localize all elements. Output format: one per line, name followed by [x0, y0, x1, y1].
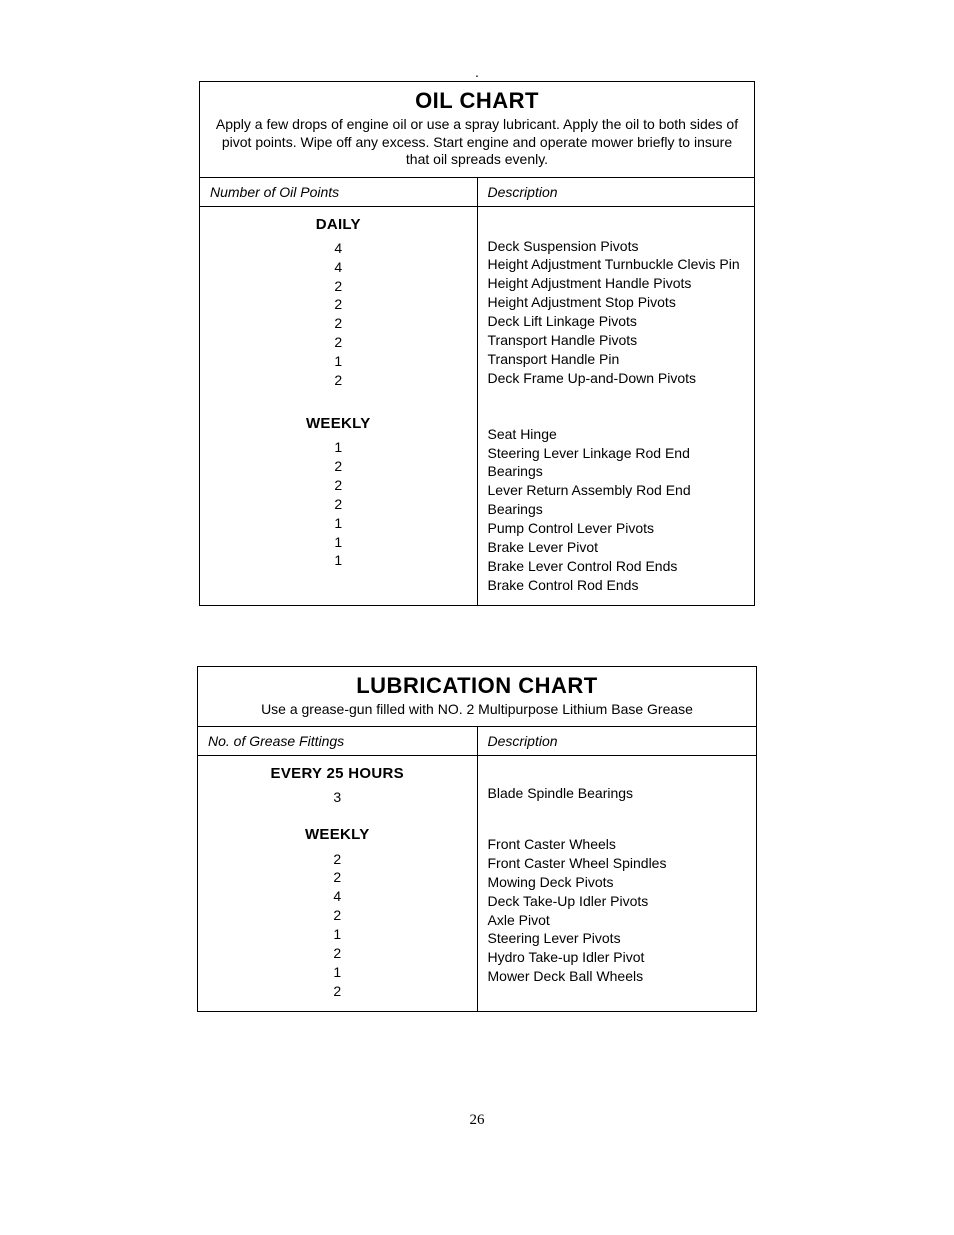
- lube-desc-cell: Blade Spindle Bearings Front Caster Whee…: [477, 756, 757, 1012]
- lube-desc: Axle Pivot: [488, 911, 747, 930]
- oil-num: 4: [210, 239, 467, 258]
- oil-num: 1: [210, 514, 467, 533]
- oil-chart-header: OIL CHART Apply a few drops of engine oi…: [200, 82, 755, 178]
- oil-desc: Lever Return Assembly Rod End Bearings: [488, 481, 745, 519]
- lube-num: 4: [208, 887, 467, 906]
- lube-num: 1: [208, 963, 467, 982]
- lube-desc: Mower Deck Ball Wheels: [488, 967, 747, 986]
- lube-chart-table: LUBRICATION CHART Use a grease-gun fille…: [197, 666, 757, 1012]
- oil-desc: Brake Lever Pivot: [488, 538, 745, 557]
- oil-chart-title: OIL CHART: [210, 88, 744, 114]
- oil-num: 1: [210, 551, 467, 570]
- oil-desc: Deck Lift Linkage Pivots: [488, 312, 745, 331]
- oil-num: 2: [210, 295, 467, 314]
- lube-25h-desc: Blade Spindle Bearings: [488, 784, 747, 803]
- lube-num: 2: [208, 868, 467, 887]
- lube-weekly-numbers: 2 2 4 2 1 2 1 2: [208, 850, 467, 1001]
- oil-desc-cell: Deck Suspension Pivots Height Adjustment…: [477, 206, 755, 605]
- oil-desc: Brake Lever Control Rod Ends: [488, 557, 745, 576]
- lube-chart-header: LUBRICATION CHART Use a grease-gun fille…: [198, 666, 757, 727]
- oil-chart-subtitle: Apply a few drops of engine oil or use a…: [210, 116, 744, 169]
- lube-desc: Mowing Deck Pivots: [488, 873, 747, 892]
- lube-num: 2: [208, 906, 467, 925]
- lube-num: 1: [208, 925, 467, 944]
- oil-num: 1: [210, 438, 467, 457]
- oil-daily-desc: Deck Suspension Pivots Height Adjustment…: [488, 237, 745, 388]
- oil-num: 2: [210, 457, 467, 476]
- oil-desc: Transport Handle Pin: [488, 350, 745, 369]
- lube-num: 2: [208, 944, 467, 963]
- oil-chart-table: OIL CHART Apply a few drops of engine oi…: [199, 81, 755, 606]
- oil-num: 4: [210, 258, 467, 277]
- oil-section-weekly-label: WEEKLY: [210, 414, 467, 434]
- oil-num: 2: [210, 371, 467, 390]
- oil-num: 2: [210, 333, 467, 352]
- dot-separator: .: [0, 65, 954, 79]
- oil-num: 2: [210, 476, 467, 495]
- oil-col-right-header: Description: [477, 177, 755, 206]
- oil-desc: Brake Control Rod Ends: [488, 576, 745, 595]
- oil-desc: Deck Frame Up-and-Down Pivots: [488, 369, 745, 388]
- oil-desc: Pump Control Lever Pivots: [488, 519, 745, 538]
- oil-num: 1: [210, 352, 467, 371]
- oil-section-daily-label: DAILY: [210, 215, 467, 235]
- lube-chart-subtitle: Use a grease-gun filled with NO. 2 Multi…: [208, 701, 746, 719]
- oil-numbers-cell: DAILY 4 4 2 2 2 2 1 2 WEEKLY 1 2 2 2: [200, 206, 478, 605]
- page-number: 26: [0, 1112, 954, 1129]
- lube-desc: Steering Lever Pivots: [488, 929, 747, 948]
- lube-col-right-header: Description: [477, 727, 757, 756]
- oil-num: 1: [210, 533, 467, 552]
- lube-num: 2: [208, 850, 467, 869]
- lube-desc: Front Caster Wheels: [488, 835, 747, 854]
- lube-desc: Front Caster Wheel Spindles: [488, 854, 747, 873]
- oil-weekly-numbers: 1 2 2 2 1 1 1: [210, 438, 467, 570]
- oil-desc: Deck Suspension Pivots: [488, 237, 745, 256]
- lube-desc: Deck Take-Up Idler Pivots: [488, 892, 747, 911]
- oil-num: 2: [210, 277, 467, 296]
- lube-section-weekly-label: WEEKLY: [208, 825, 467, 845]
- lube-numbers-cell: EVERY 25 HOURS 3 WEEKLY 2 2 4 2 1 2 1 2: [198, 756, 478, 1012]
- lube-section-25h-label: EVERY 25 HOURS: [208, 764, 467, 784]
- oil-desc: Height Adjustment Turnbuckle Clevis Pin: [488, 255, 745, 274]
- oil-num: 2: [210, 314, 467, 333]
- oil-daily-numbers: 4 4 2 2 2 2 1 2: [210, 239, 467, 390]
- lube-col-left-header: No. of Grease Fittings: [198, 727, 478, 756]
- lube-weekly-desc: Front Caster Wheels Front Caster Wheel S…: [488, 835, 747, 986]
- lube-desc: Blade Spindle Bearings: [488, 784, 747, 803]
- oil-desc: Steering Lever Linkage Rod End Bearings: [488, 444, 745, 482]
- lube-num: 3: [208, 788, 467, 807]
- oil-desc: Seat Hinge: [488, 425, 745, 444]
- oil-weekly-desc: Seat Hinge Steering Lever Linkage Rod En…: [488, 425, 745, 595]
- oil-num: 2: [210, 495, 467, 514]
- oil-desc: Transport Handle Pivots: [488, 331, 745, 350]
- lube-chart-title: LUBRICATION CHART: [208, 673, 746, 699]
- oil-col-left-header: Number of Oil Points: [200, 177, 478, 206]
- lube-25h-numbers: 3: [208, 788, 467, 807]
- oil-desc: Height Adjustment Stop Pivots: [488, 293, 745, 312]
- lube-desc: Hydro Take-up Idler Pivot: [488, 948, 747, 967]
- lube-num: 2: [208, 982, 467, 1001]
- oil-desc: Height Adjustment Handle Pivots: [488, 274, 745, 293]
